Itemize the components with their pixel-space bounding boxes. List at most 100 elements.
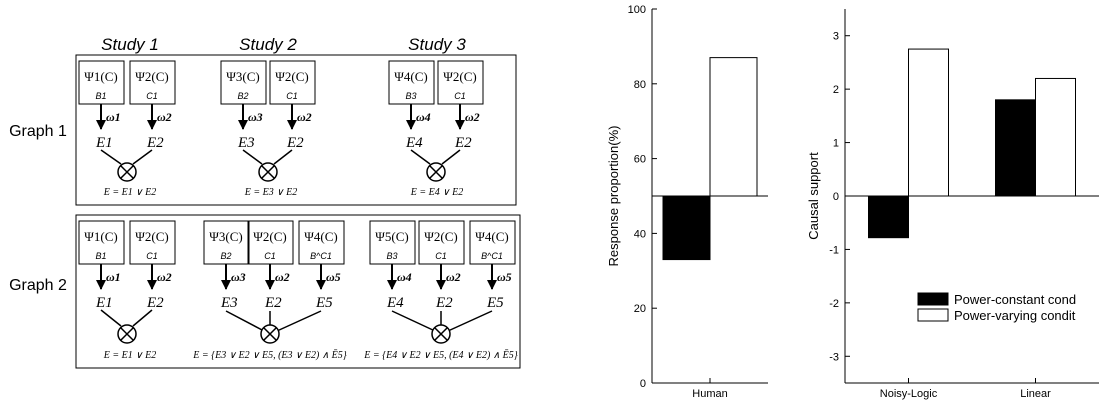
psi-box-label: Ψ2(C) [275,69,308,84]
psi-box-label: Ψ1(C) [84,229,117,244]
legend-label: Power-varying condit [954,308,1076,323]
study-3-title: Study 3 [408,35,466,54]
psi-box-label: Ψ2(C) [135,69,168,84]
graph-2-study-2: Ψ3(C) B2 Ψ2(C) C1 Ψ4(C) B^C1 ω3 ω2 ω5 E3… [192,220,347,361]
combination-equation: E = E3 ∨ E2 [244,187,297,198]
graph-2-panel [75,214,521,369]
weight-label: ω2 [275,270,290,284]
combination-equation: E = E1 ∨ E2 [103,187,156,198]
y-tick-label: 100 [628,4,646,16]
cause-label: B2 [237,91,248,101]
effect-label: E2 [435,295,453,311]
weight-label: ω4 [397,270,412,284]
y-tick-label: 20 [634,303,646,315]
cause-label: B2 [220,251,231,261]
graph-1-study-2: Ψ3(C) B2 Ψ2(C) C1 ω3 ω2 E3 E2 E = E3 ∨ E… [220,60,316,198]
y-axis-label: Response proportion(%) [606,126,621,267]
y-tick-label: 0 [833,191,839,203]
legend-swatch [917,292,949,306]
x-tick-label: Linear [1020,388,1051,400]
effect-label: E4 [405,135,423,151]
weight-label: ω5 [326,270,341,284]
effect-label: E4 [386,295,404,311]
weight-label: ω1 [106,270,121,284]
effect-label: E2 [146,295,164,311]
study-1-title: Study 1 [101,35,159,54]
response-proportion-chart: 0 20 40 60 80 100 Response proportion(%) Human [606,4,768,400]
graph-2-study-3: Ψ5(C) B3 Ψ2(C) C1 Ψ4(C) B^C1 ω4 ω2 ω5 E4… [363,220,518,361]
y-tick-label: 1 [833,138,839,150]
bar [868,195,909,239]
x-tick-label: Human [692,388,727,400]
combination-equation: E = E4 ∨ E2 [410,187,463,198]
cause-label: B^C1 [310,251,332,261]
effect-label: E3 [220,295,238,311]
weight-label: ω3 [248,110,263,124]
y-tick-label: 0 [640,378,646,390]
graph-2-label: Graph 2 [9,277,67,294]
effect-label: E2 [146,135,164,151]
effect-label: E1 [95,295,113,311]
cause-label: C1 [454,91,466,101]
weight-label: ω3 [231,270,246,284]
bar [995,99,1036,197]
cause-label: C1 [435,251,447,261]
cause-label: B1 [95,251,106,261]
weight-label: ω2 [446,270,461,284]
psi-box-label: Ψ2(C) [135,229,168,244]
y-tick-label: -2 [829,298,839,310]
study-2-title: Study 2 [239,35,297,54]
bar [709,57,758,197]
effect-label: E5 [315,295,333,311]
legend-label: Power-constant cond [954,292,1076,307]
x-tick-label: Noisy-Logic [880,388,938,400]
weight-label: ω4 [416,110,431,124]
bar [662,195,711,261]
graph-1-panel [75,54,517,206]
bar [1035,77,1076,197]
psi-box-label: Ψ1(C) [84,69,117,84]
y-tick-label: -1 [829,244,839,256]
graph-1-label: Graph 1 [9,123,67,140]
effect-label: E2 [286,135,304,151]
legend-swatch [917,308,949,322]
cause-label: B1 [95,91,106,101]
weight-label: ω2 [157,110,172,124]
psi-box-label: Ψ4(C) [304,229,337,244]
psi-box-label: Ψ2(C) [443,69,476,84]
cause-label: C1 [264,251,276,261]
weight-label: ω2 [297,110,312,124]
cause-label: C1 [146,251,158,261]
cause-label: C1 [146,91,158,101]
weight-label: ω5 [497,270,512,284]
effect-label: E2 [454,135,472,151]
psi-box-label: Ψ3(C) [209,229,242,244]
effect-label: E3 [237,135,255,151]
bar [908,48,949,197]
psi-box-label: Ψ4(C) [475,229,508,244]
psi-box-label: Ψ2(C) [253,229,286,244]
graph-1-study-1: Ψ1(C) B1 Ψ2(C) C1 ω1 ω2 E1 E2 E = E1 ∨ E… [78,60,176,198]
effect-label: E5 [486,295,504,311]
combination-equation: E = {E4 ∨ E2 ∨ E5, (E4 ∨ E2) ∧ Ē5} [363,349,517,361]
psi-box-label: Ψ5(C) [375,229,408,244]
y-tick-label: 80 [634,79,646,91]
effect-label: E1 [95,135,113,151]
y-tick-label: 3 [833,31,839,43]
graph-1-study-3: Ψ4(C) B3 Ψ2(C) C1 ω4 ω2 E4 E2 E = E4 ∨ E… [388,60,484,198]
psi-box-label: Ψ3(C) [226,69,259,84]
causal-support-chart: -3 -2 -1 0 1 2 3 Causal support Noisy-Logic Linea… [806,9,1099,400]
cause-label: C1 [286,91,298,101]
y-axis-label: Causal support [806,152,821,240]
weight-label: ω1 [106,110,121,124]
effect-label: E2 [264,295,282,311]
y-tick-label: 40 [634,228,646,240]
combination-equation: E = {E3 ∨ E2 ∨ E5, (E3 ∨ E2) ∧ Ē5} [192,349,346,361]
weight-label: ω2 [465,110,480,124]
y-tick-label: -3 [829,351,839,363]
psi-box-label: Ψ4(C) [394,69,427,84]
cause-label: B3 [386,251,397,261]
cause-label: B3 [405,91,416,101]
causal-graph-diagram: Study 1 Study 2 Study 3 Graph 1 Graph 2 … [9,35,521,369]
